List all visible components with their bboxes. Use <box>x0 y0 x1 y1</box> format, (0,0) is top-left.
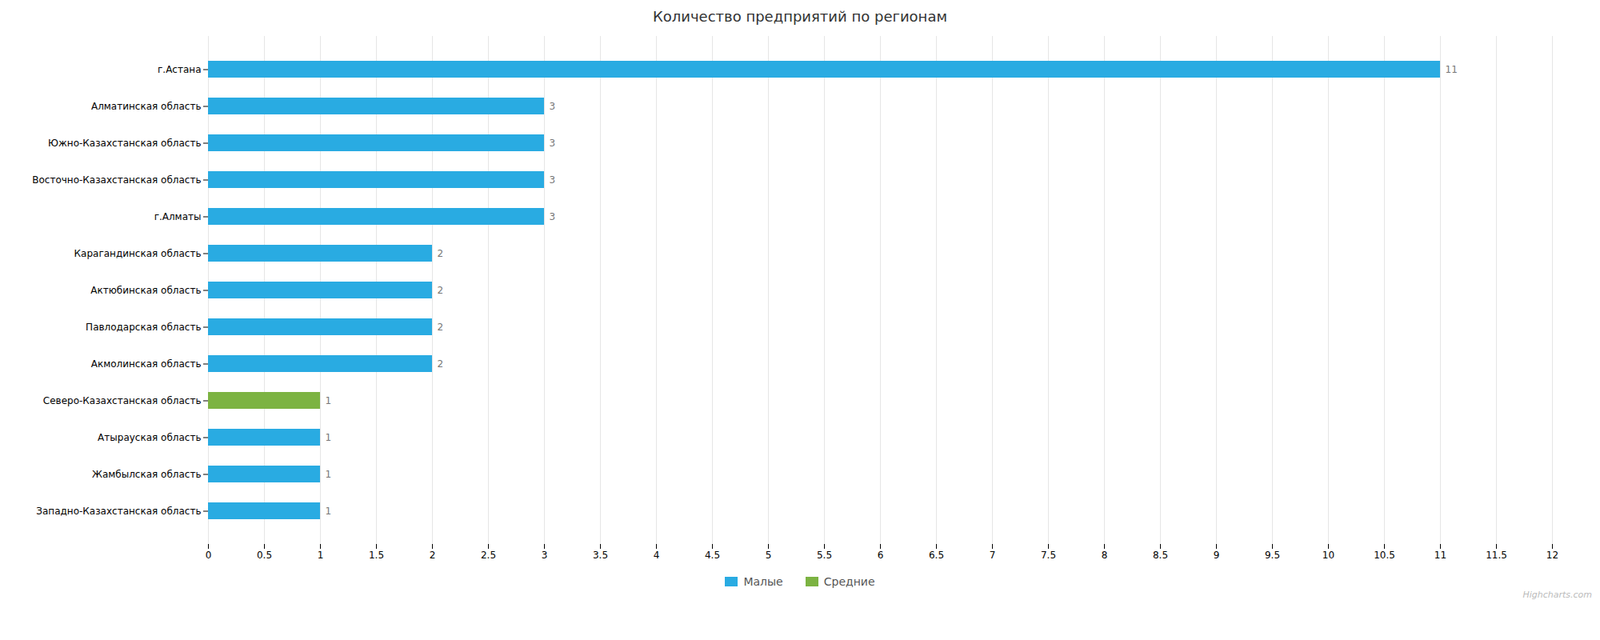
svg-text:10: 10 <box>1322 549 1335 561</box>
svg-text:Южно-Казахстанская область: Южно-Казахстанская область <box>48 137 201 149</box>
svg-text:8: 8 <box>1101 549 1108 561</box>
svg-text:3: 3 <box>549 137 556 149</box>
svg-text:3: 3 <box>549 211 556 223</box>
svg-text:6: 6 <box>877 549 884 561</box>
svg-text:1: 1 <box>317 549 324 561</box>
svg-text:3: 3 <box>549 100 556 112</box>
html-text:Количество предприятий по реги: Количество предприятий по регионам <box>652 8 948 25</box>
svg-text:4.5: 4.5 <box>704 549 720 561</box>
svg-text:1: 1 <box>325 468 332 480</box>
svg-text:2: 2 <box>437 248 444 260</box>
svg-text:11: 11 <box>1445 64 1458 76</box>
svg-text:Актюбинская область: Актюбинская область <box>90 284 201 296</box>
svg-text:2: 2 <box>437 284 444 296</box>
svg-text:11: 11 <box>1434 549 1447 561</box>
svg-text:3.5: 3.5 <box>592 549 608 561</box>
html-text:Средние: Средние <box>823 575 875 588</box>
svg-text:5.5: 5.5 <box>816 549 832 561</box>
svg-text:11.5: 11.5 <box>1485 549 1508 561</box>
svg-text:Алматинская область: Алматинская область <box>91 100 202 112</box>
svg-text:Жамбылская область: Жамбылская область <box>92 468 202 480</box>
svg-text:Павлодарская область: Павлодарская область <box>85 321 201 333</box>
svg-text:7: 7 <box>989 549 996 561</box>
svg-text:Северо-Казахстанская область: Северо-Казахстанская область <box>43 395 202 407</box>
svg-text:12: 12 <box>1546 549 1559 561</box>
svg-text:г.Астана: г.Астана <box>157 64 201 76</box>
svg-text:3: 3 <box>541 549 548 561</box>
svg-text:2: 2 <box>437 358 444 370</box>
html-text:Highcharts.com: Highcharts.com <box>1522 589 1592 600</box>
svg-text:0: 0 <box>205 549 212 561</box>
svg-text:0.5: 0.5 <box>256 549 272 561</box>
svg-text:2: 2 <box>437 321 444 333</box>
html-text:Малые: Малые <box>743 575 783 588</box>
svg-text:Акмолинская область: Акмолинская область <box>91 358 202 370</box>
svg-text:Западно-Казахстанская область: Западно-Казахстанская область <box>36 505 201 517</box>
svg-text:г.Алматы: г.Алматы <box>154 211 202 223</box>
svg-text:7.5: 7.5 <box>1040 549 1056 561</box>
svg-text:9: 9 <box>1213 549 1220 561</box>
svg-text:1.5: 1.5 <box>368 549 384 561</box>
svg-text:8.5: 8.5 <box>1152 549 1168 561</box>
svg-text:1: 1 <box>325 432 332 444</box>
svg-text:5: 5 <box>765 549 772 561</box>
svg-text:3: 3 <box>549 174 556 186</box>
svg-text:2.5: 2.5 <box>480 549 496 561</box>
svg-text:9.5: 9.5 <box>1264 549 1280 561</box>
svg-text:4: 4 <box>653 549 660 561</box>
svg-text:2: 2 <box>429 549 436 561</box>
svg-text:Восточно-Казахстанская область: Восточно-Казахстанская область <box>32 174 201 186</box>
svg-text:Карагандинская область: Карагандинская область <box>74 248 202 260</box>
svg-text:6.5: 6.5 <box>928 549 944 561</box>
svg-text:1: 1 <box>325 395 332 407</box>
svg-text:1: 1 <box>325 505 332 517</box>
svg-text:Атырауская область: Атырауская область <box>97 432 201 444</box>
svg-text:10.5: 10.5 <box>1373 549 1396 561</box>
